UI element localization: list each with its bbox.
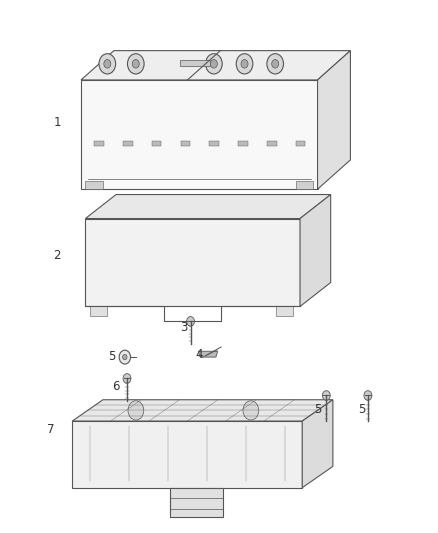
- Text: 4: 4: [195, 348, 203, 361]
- Polygon shape: [85, 195, 331, 219]
- Bar: [267, 141, 276, 146]
- Polygon shape: [198, 351, 218, 357]
- Circle shape: [123, 374, 131, 383]
- Circle shape: [123, 354, 127, 360]
- Circle shape: [132, 60, 139, 68]
- Circle shape: [322, 391, 330, 400]
- Circle shape: [364, 391, 372, 400]
- Circle shape: [187, 317, 194, 326]
- Text: 5: 5: [108, 350, 115, 362]
- Bar: [90, 306, 107, 316]
- Text: 7: 7: [46, 423, 54, 435]
- Polygon shape: [318, 51, 350, 189]
- Polygon shape: [81, 51, 350, 80]
- Circle shape: [267, 54, 283, 74]
- Text: 5: 5: [314, 403, 321, 416]
- Circle shape: [99, 54, 116, 74]
- Circle shape: [243, 401, 259, 420]
- Text: 5: 5: [358, 403, 365, 416]
- Text: 6: 6: [112, 380, 120, 393]
- Text: 2: 2: [53, 249, 61, 262]
- Polygon shape: [300, 195, 331, 306]
- Circle shape: [272, 60, 279, 68]
- Bar: [180, 141, 190, 146]
- Text: 1: 1: [53, 116, 61, 129]
- Bar: [296, 141, 305, 146]
- Circle shape: [241, 60, 248, 68]
- Bar: [209, 141, 219, 146]
- Polygon shape: [72, 421, 302, 488]
- Circle shape: [210, 60, 217, 68]
- Circle shape: [205, 54, 222, 74]
- Polygon shape: [72, 400, 333, 421]
- Bar: [180, 60, 211, 67]
- Bar: [238, 141, 248, 146]
- Polygon shape: [81, 80, 318, 189]
- Circle shape: [128, 401, 144, 420]
- Text: 3: 3: [180, 321, 187, 334]
- Bar: [152, 141, 161, 146]
- Polygon shape: [170, 488, 223, 517]
- Bar: [123, 141, 133, 146]
- Circle shape: [119, 350, 131, 364]
- Circle shape: [104, 60, 111, 68]
- Bar: [296, 181, 313, 189]
- Bar: [85, 181, 103, 189]
- Polygon shape: [302, 400, 333, 488]
- Bar: [276, 306, 293, 316]
- Bar: [94, 141, 104, 146]
- Circle shape: [127, 54, 144, 74]
- Circle shape: [236, 54, 253, 74]
- Polygon shape: [85, 219, 300, 306]
